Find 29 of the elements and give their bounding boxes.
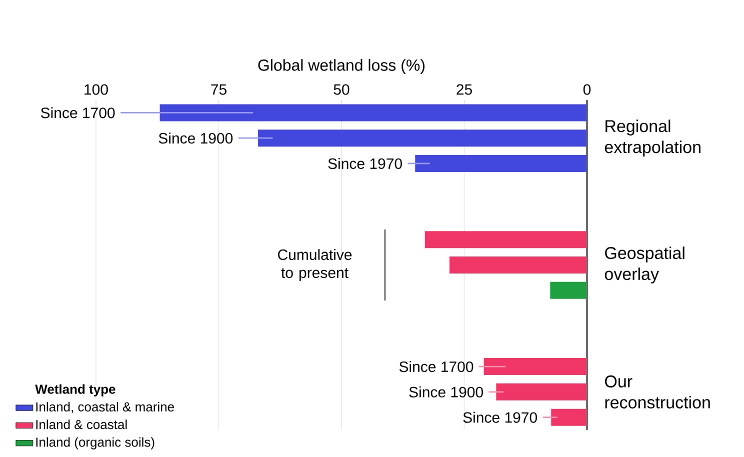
- annotation: Cumulative to present: [278, 249, 352, 281]
- legend-label: Inland & coastal: [36, 420, 127, 430]
- bar: [160, 104, 587, 122]
- y-tick-label: Since 1700: [40, 107, 115, 118]
- y-tick-label: Since 1970: [328, 158, 402, 169]
- bar: [258, 130, 587, 147]
- bar: [450, 256, 587, 274]
- bar: [484, 358, 587, 376]
- x-axis-title: Global wetland loss (%): [258, 59, 425, 74]
- legend-title: Wetland type: [35, 384, 116, 396]
- bar: [550, 282, 587, 299]
- x-tick-label: 100: [84, 84, 108, 95]
- y-tick-label: Since 1700: [399, 361, 474, 372]
- x-tick-label: 25: [456, 84, 472, 95]
- legend-label: Inland (organic soils): [36, 437, 154, 450]
- text: Our reconstruction: [605, 375, 710, 408]
- text: Geospatial overlay: [604, 246, 684, 284]
- bar: [415, 154, 587, 172]
- bar: [496, 383, 587, 400]
- y-tick-label: Since 1900: [158, 132, 233, 144]
- bar: [551, 408, 587, 426]
- text: Regional extrapolation: [604, 120, 700, 157]
- y-tick-label: Since 1970: [463, 412, 537, 423]
- x-tick-label: 75: [211, 84, 226, 95]
- x-tick-label: 0: [583, 84, 591, 95]
- bar: [424, 231, 587, 248]
- legend-label: Inland, coastal & marine: [36, 402, 174, 414]
- x-tick-label: 50: [334, 84, 350, 95]
- y-tick-label: Since 1900: [409, 386, 483, 398]
